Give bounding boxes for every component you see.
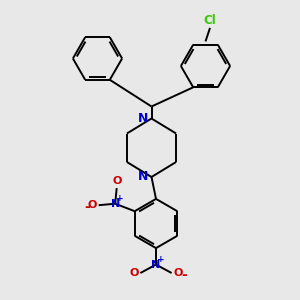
- Text: -: -: [181, 268, 187, 281]
- Text: N: N: [111, 199, 120, 209]
- Text: O: O: [173, 268, 183, 278]
- Text: O: O: [87, 200, 97, 210]
- Text: -: -: [84, 200, 90, 214]
- Text: N: N: [152, 260, 160, 270]
- Text: N: N: [138, 170, 148, 184]
- Text: Cl: Cl: [204, 14, 216, 27]
- Text: +: +: [157, 255, 165, 264]
- Text: O: O: [112, 176, 122, 187]
- Text: O: O: [129, 268, 139, 278]
- Text: N: N: [138, 112, 148, 125]
- Text: +: +: [116, 194, 124, 203]
